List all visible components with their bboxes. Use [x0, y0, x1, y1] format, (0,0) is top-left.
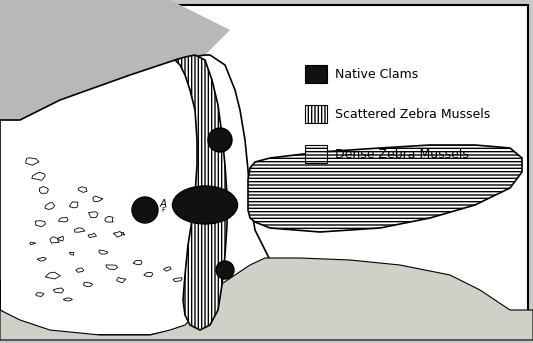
Polygon shape [106, 265, 118, 270]
Polygon shape [35, 221, 45, 227]
Ellipse shape [173, 186, 238, 224]
Ellipse shape [132, 197, 158, 223]
Polygon shape [37, 258, 46, 261]
Text: Scattered Zebra Mussels: Scattered Zebra Mussels [335, 107, 490, 120]
Polygon shape [70, 252, 74, 255]
Polygon shape [99, 250, 108, 254]
Polygon shape [133, 260, 142, 265]
Polygon shape [69, 202, 78, 208]
Text: Dense Zebra Mussels: Dense Zebra Mussels [335, 147, 469, 161]
Polygon shape [248, 145, 522, 232]
Polygon shape [144, 272, 153, 277]
Polygon shape [30, 242, 36, 245]
Polygon shape [88, 233, 96, 237]
Polygon shape [113, 232, 122, 237]
Polygon shape [50, 237, 59, 243]
Polygon shape [105, 216, 113, 222]
Polygon shape [0, 258, 533, 340]
Polygon shape [59, 217, 68, 222]
Polygon shape [88, 212, 98, 217]
Bar [305, 105, 327, 123]
Polygon shape [118, 233, 125, 235]
Polygon shape [58, 236, 63, 241]
Polygon shape [26, 158, 39, 165]
Polygon shape [93, 196, 103, 202]
Polygon shape [32, 172, 45, 180]
Text: A: A [160, 199, 167, 209]
Ellipse shape [216, 261, 234, 279]
Text: Native Clams: Native Clams [335, 68, 418, 81]
Polygon shape [36, 293, 44, 296]
Polygon shape [175, 55, 227, 330]
Polygon shape [84, 282, 93, 287]
Polygon shape [63, 298, 72, 301]
Polygon shape [0, 55, 275, 335]
Polygon shape [75, 228, 85, 232]
Text: F: F [161, 207, 165, 213]
Polygon shape [76, 268, 84, 272]
Polygon shape [194, 294, 208, 298]
Polygon shape [45, 203, 55, 210]
Bar [305, 145, 327, 163]
Polygon shape [39, 187, 49, 193]
Polygon shape [164, 267, 171, 271]
Polygon shape [45, 272, 60, 279]
Bar [305, 65, 327, 83]
Polygon shape [173, 278, 182, 282]
Polygon shape [117, 277, 126, 283]
Polygon shape [78, 187, 87, 192]
Polygon shape [53, 288, 64, 293]
Ellipse shape [208, 128, 232, 152]
Polygon shape [0, 0, 230, 120]
